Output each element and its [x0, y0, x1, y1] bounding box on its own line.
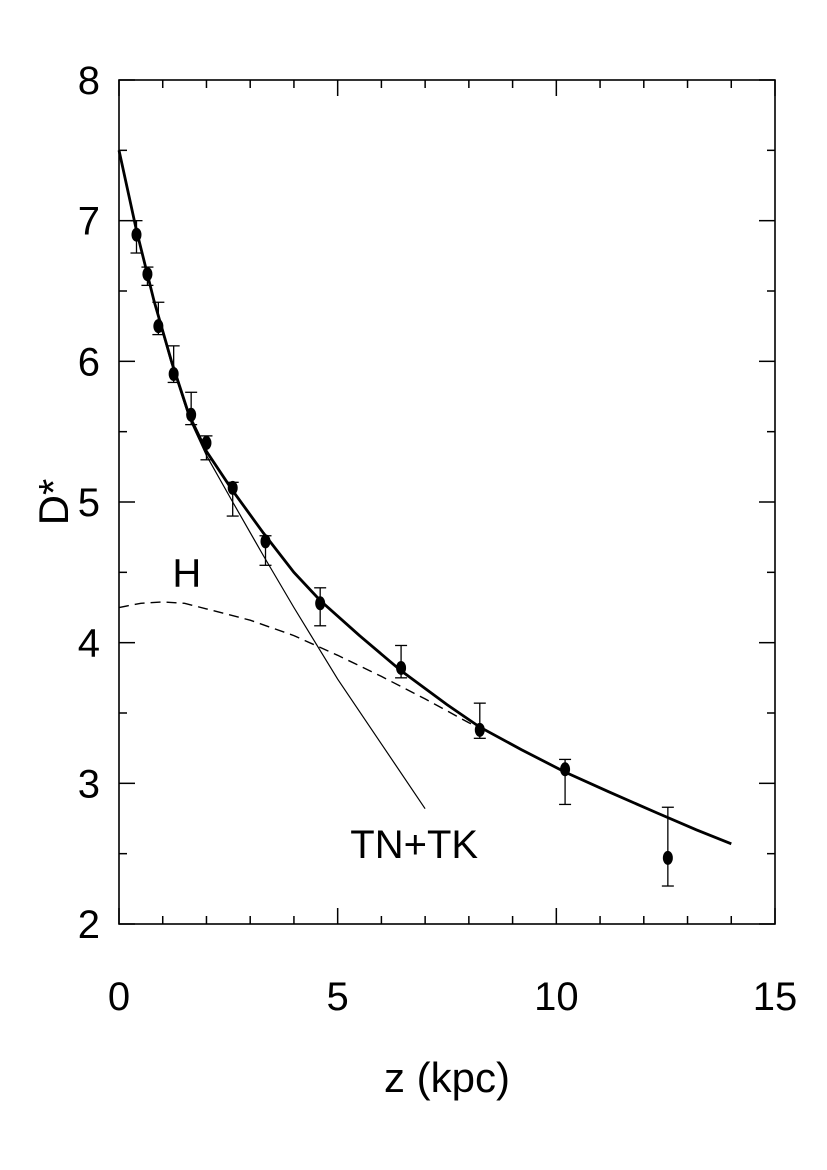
tn-tk-curve: [118, 150, 426, 810]
axis-ticks: [118, 79, 776, 925]
data-point: [396, 660, 407, 675]
x-tick-label: 5: [327, 975, 349, 1019]
x-tick-label: 0: [108, 975, 130, 1019]
y-tick-label: 7: [78, 200, 100, 244]
data-point: [474, 722, 485, 737]
data-points: [130, 220, 674, 887]
x-axis-label: z (kpc): [384, 1054, 510, 1101]
h-curve: [118, 601, 491, 734]
data-point: [131, 227, 142, 242]
data-point: [201, 435, 212, 450]
data-point: [153, 319, 164, 334]
y-axis-label: D*: [30, 479, 77, 526]
total-fit-curve: [117, 150, 732, 846]
y-tick-label: 2: [78, 903, 100, 947]
plot-frame: [118, 79, 776, 925]
x-tick-label: 15: [753, 975, 798, 1019]
y-tick-label: 5: [78, 481, 100, 525]
data-point: [260, 534, 271, 549]
data-point: [168, 366, 179, 381]
x-tick-label: 10: [534, 975, 579, 1019]
curve-annotation: TN+TK: [350, 823, 478, 867]
y-tick-label: 6: [78, 340, 100, 384]
y-tick-label: 3: [78, 762, 100, 806]
y-tick-label: 4: [78, 622, 100, 666]
data-point: [142, 267, 153, 282]
curves: [117, 150, 732, 846]
curve-annotation: H: [172, 551, 201, 595]
data-point: [227, 480, 238, 495]
axis-tick-labels: 0 5 10 15 2 3 4 5 6 7 8: [78, 59, 798, 1019]
annotations: H TN+TK: [172, 551, 478, 866]
data-point: [560, 762, 571, 777]
data-point: [662, 850, 673, 865]
y-tick-label: 8: [78, 59, 100, 103]
data-point: [315, 596, 326, 611]
data-point: [186, 407, 197, 422]
